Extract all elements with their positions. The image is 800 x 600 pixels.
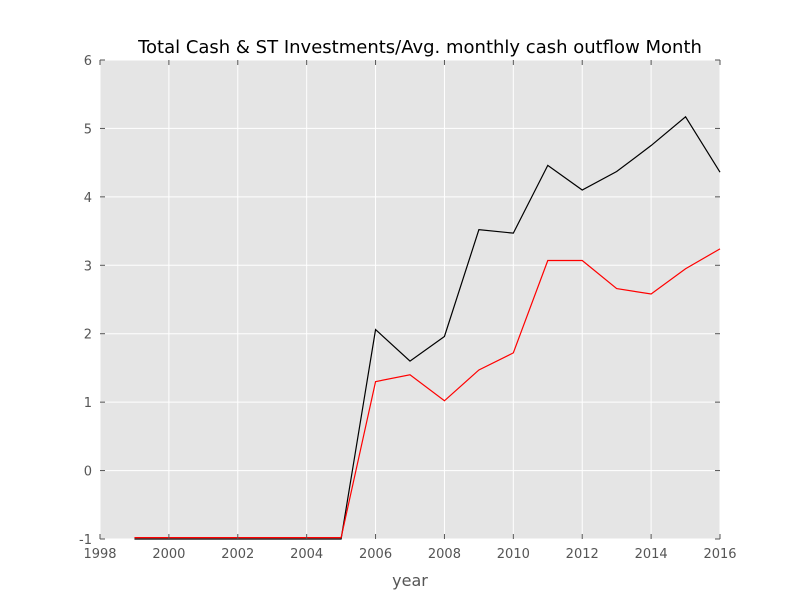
x-tick-label: 2010 — [497, 547, 530, 562]
y-tick-label: 2 — [84, 328, 92, 343]
x-tick-label: 2000 — [152, 547, 185, 562]
y-tick-label: 4 — [84, 191, 92, 206]
x-tick-label: 2016 — [703, 547, 736, 562]
series-layer — [134, 115, 721, 540]
x-tick-label: 2012 — [566, 547, 599, 562]
y-tick-label: 5 — [84, 122, 92, 137]
x-tick-label: 1998 — [83, 547, 116, 562]
chart-title: Total Cash & ST Investments/Avg. monthly… — [137, 37, 702, 58]
tick-marks — [99, 59, 721, 540]
x-tick-label: 2008 — [428, 547, 461, 562]
plot-background — [100, 60, 720, 539]
y-tick-label: 1 — [84, 396, 92, 411]
y-tick-label: 3 — [84, 259, 92, 274]
tick-labels: 1998 2000 2002 2004 2006 2008 2010 2012 2014 2016… — [79, 54, 737, 562]
y-tick-label: 0 — [84, 465, 92, 480]
series-line-2 — [134, 248, 721, 539]
x-tick-label: 2006 — [359, 547, 392, 562]
y-tick-label: 6 — [84, 54, 92, 69]
x-tick-label: 2014 — [635, 547, 668, 562]
series-line-1 — [134, 115, 721, 540]
x-tick-label: 2004 — [290, 547, 323, 562]
x-tick-label: 2002 — [221, 547, 254, 562]
y-tick-label: -1 — [79, 533, 92, 548]
x-axis-label: year — [392, 571, 428, 590]
